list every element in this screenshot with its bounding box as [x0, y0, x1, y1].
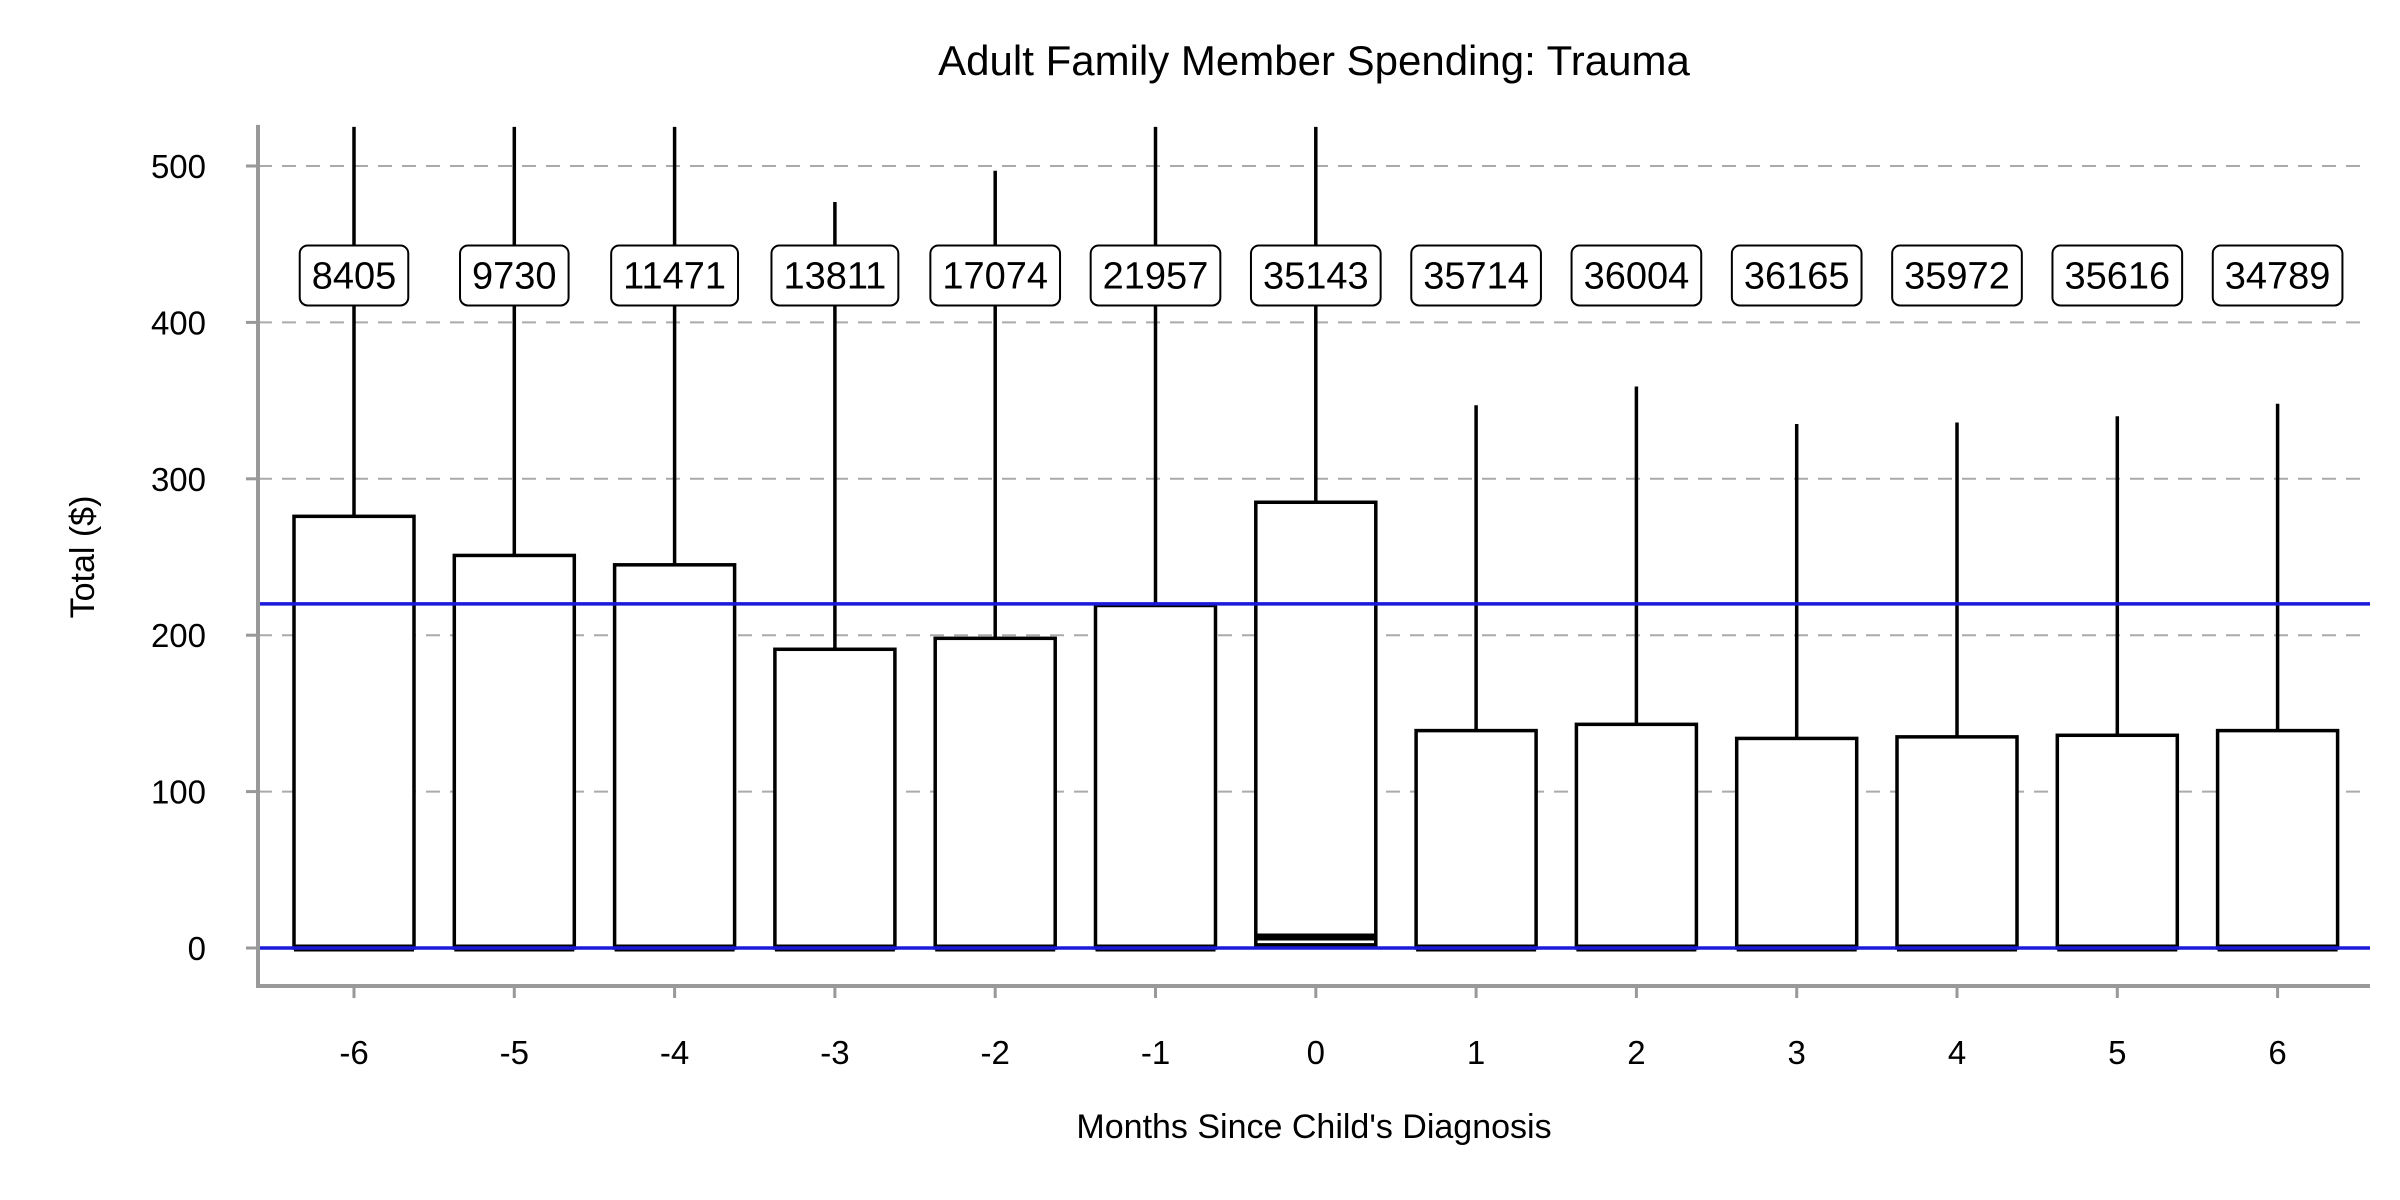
count-label-box: [1089, 244, 1222, 307]
count-label-3: 36165: [1730, 244, 1863, 307]
x-tick-label-4: 4: [1948, 1034, 1966, 1071]
box-0: [1254, 500, 1378, 947]
count-label-box: [2051, 244, 2184, 307]
x-tick-label-5: 5: [2108, 1034, 2126, 1071]
whiskers: [352, 126, 2280, 739]
x-axis-label: Months Since Child's Diagnosis: [1076, 1108, 1551, 1146]
y-tick-labels: 0 100 200 300 400 500: [151, 148, 206, 967]
count-label--6: 8405: [298, 244, 410, 307]
x-tick-labels: -6 -5 -4 -3 -2 -1 0 1 2 3 4 5 6: [339, 1034, 2286, 1071]
count-label-box: [929, 244, 1062, 307]
x-tick-label-2: 2: [1627, 1034, 1645, 1071]
count-label-text: 21957: [1103, 255, 1209, 297]
count-label-text: 35616: [2064, 255, 2170, 297]
count-label-box: [1249, 244, 1382, 307]
y-tick-label-500: 500: [151, 148, 206, 185]
count-label-text: 11471: [623, 255, 726, 297]
x-tick-label--4: -4: [660, 1034, 689, 1071]
y-axis-label: Total ($): [64, 496, 102, 619]
x-tick-label-3: 3: [1788, 1034, 1806, 1071]
y-tick-label-100: 100: [151, 774, 206, 811]
reference-lines: [258, 602, 2370, 950]
count-label--4: 11471: [610, 244, 740, 307]
count-label-0: 35143: [1249, 244, 1382, 307]
y-tick-label-300: 300: [151, 461, 206, 498]
count-label-box: [298, 244, 410, 307]
count-label-text: 35972: [1904, 255, 2010, 297]
box--4: [612, 563, 737, 950]
box--6: [292, 514, 416, 950]
box-2: [1574, 722, 1699, 950]
count-label--2: 17074: [929, 244, 1062, 307]
axes: [246, 124, 2370, 998]
count-label-box: [770, 244, 900, 307]
x-tick-label--5: -5: [500, 1034, 529, 1071]
box-1: [1414, 728, 1538, 950]
chart-title: Adult Family Member Spending: Trauma: [938, 37, 1690, 84]
x-tick-label--2: -2: [981, 1034, 1010, 1071]
x-tick-label--1: -1: [1141, 1034, 1170, 1071]
count-label-2: 36004: [1570, 244, 1703, 307]
x-tick-label-0: 0: [1307, 1034, 1325, 1071]
box-4: [1895, 735, 2019, 950]
box--5: [452, 553, 577, 950]
count-label-4: 35972: [1891, 244, 2023, 307]
count-label-1: 35714: [1410, 244, 1542, 307]
box-3: [1734, 736, 1859, 950]
y-tick-label-200: 200: [151, 617, 206, 654]
count-labels: 8405 9730 11471 13811 17074 21957 35143 35714 36…: [298, 244, 2344, 307]
count-label--5: 9730: [459, 244, 570, 307]
count-label-box: [459, 244, 570, 307]
count-label-text: 9730: [472, 255, 557, 297]
count-label--3: 13811: [770, 244, 900, 307]
box--1: [1093, 603, 1218, 950]
x-tick-label--3: -3: [820, 1034, 849, 1071]
count-label-text: 8405: [312, 255, 397, 297]
count-label-box: [1410, 244, 1542, 307]
boxes: [292, 500, 2340, 952]
count-label-text: 36165: [1744, 255, 1850, 297]
count-label-6: 34789: [2211, 244, 2344, 307]
count-label-box: [1570, 244, 1703, 307]
count-label-box: [1730, 244, 1863, 307]
box--3: [773, 647, 897, 950]
box--2: [933, 636, 1057, 950]
count-label-text: 36004: [1584, 255, 1690, 297]
x-tick-label-1: 1: [1467, 1034, 1485, 1071]
x-tick-label--6: -6: [339, 1034, 368, 1071]
box-5: [2055, 733, 2180, 950]
count-label-text: 35143: [1263, 255, 1369, 297]
count-label-text: 35714: [1423, 255, 1529, 297]
y-tick-label-0: 0: [188, 930, 206, 967]
count-label-text: 13811: [783, 255, 886, 297]
box-6: [2215, 728, 2340, 950]
count-label-box: [2211, 244, 2344, 307]
count-label-box: [1891, 244, 2023, 307]
y-tick-label-400: 400: [151, 304, 206, 341]
count-label--1: 21957: [1089, 244, 1222, 307]
count-label-5: 35616: [2051, 244, 2184, 307]
count-label-text: 17074: [942, 255, 1048, 297]
count-label-text: 34789: [2225, 255, 2331, 297]
count-label-box: [610, 244, 740, 307]
x-tick-label-6: 6: [2268, 1034, 2286, 1071]
